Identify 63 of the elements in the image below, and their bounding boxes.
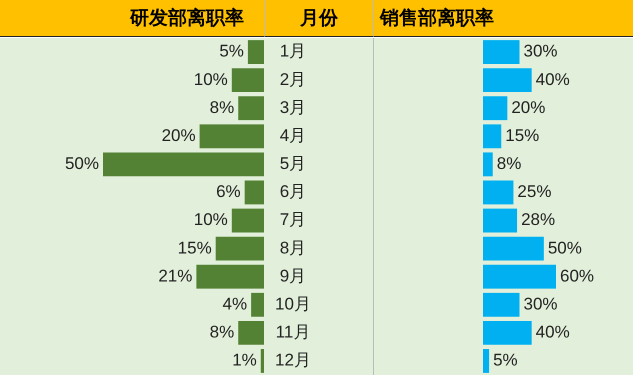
bar bbox=[232, 68, 264, 92]
data-label: 20% bbox=[511, 98, 546, 117]
y-tick-label: 8月 bbox=[280, 238, 306, 258]
data-label: 50% bbox=[64, 154, 99, 174]
data-label: 5% bbox=[493, 350, 518, 370]
bar bbox=[260, 349, 264, 373]
data-label: 20% bbox=[162, 126, 196, 145]
bar bbox=[483, 236, 544, 261]
bar bbox=[238, 320, 264, 345]
bar bbox=[483, 264, 556, 289]
bar bbox=[483, 349, 490, 373]
data-label: 60% bbox=[560, 266, 594, 286]
data-label: 1% bbox=[232, 350, 257, 370]
data-label: 30% bbox=[524, 294, 558, 314]
y-tick-label: 4月 bbox=[280, 126, 306, 145]
y-tick-label: 11月 bbox=[276, 322, 310, 342]
y-tick-label: 10月 bbox=[274, 294, 311, 314]
data-label: 15% bbox=[178, 238, 212, 258]
data-label: 5% bbox=[219, 42, 244, 61]
bar bbox=[483, 208, 518, 232]
bar bbox=[483, 96, 508, 120]
data-label: 8% bbox=[210, 322, 234, 342]
y-tick-label: 7月 bbox=[280, 210, 306, 230]
bar bbox=[483, 320, 532, 345]
bar bbox=[483, 68, 532, 92]
data-label: 10% bbox=[194, 210, 228, 230]
y-tick-label: 9月 bbox=[280, 266, 306, 286]
data-label: 15% bbox=[505, 126, 540, 145]
y-tick-label: 12月 bbox=[274, 350, 311, 370]
data-label: 21% bbox=[158, 266, 192, 286]
chart-title: 销售部离职率 bbox=[373, 0, 633, 37]
bar bbox=[200, 124, 264, 148]
y-axis-title: 月份 bbox=[264, 0, 373, 37]
y-tick-label: 1月 bbox=[280, 42, 306, 61]
data-label: 40% bbox=[536, 322, 570, 342]
data-label: 28% bbox=[521, 210, 556, 230]
bar bbox=[483, 124, 502, 148]
data-label: 50% bbox=[548, 238, 582, 258]
bar bbox=[216, 236, 264, 261]
data-label: 25% bbox=[517, 182, 552, 202]
bar bbox=[103, 152, 264, 176]
data-label: 8% bbox=[496, 154, 522, 174]
y-tick-label: 2月 bbox=[280, 70, 306, 89]
bar bbox=[244, 180, 264, 204]
bar bbox=[483, 180, 514, 204]
bar bbox=[251, 292, 264, 317]
bar bbox=[232, 208, 264, 232]
bar bbox=[483, 40, 520, 64]
bar bbox=[248, 40, 264, 64]
data-label: 10% bbox=[194, 70, 228, 89]
chart-title: 研发部离职率 bbox=[0, 0, 264, 37]
y-tick-label: 3月 bbox=[280, 98, 306, 117]
y-tick-label: 5月 bbox=[280, 154, 306, 174]
data-label: 8% bbox=[210, 98, 234, 117]
data-label: 4% bbox=[222, 294, 248, 314]
bar bbox=[238, 96, 264, 120]
data-label: 30% bbox=[524, 42, 558, 61]
data-label: 40% bbox=[536, 70, 570, 89]
y-tick-label: 6月 bbox=[280, 182, 306, 202]
bar bbox=[483, 152, 493, 176]
bar bbox=[196, 264, 264, 289]
data-label: 6% bbox=[216, 182, 241, 202]
bar bbox=[483, 292, 520, 317]
